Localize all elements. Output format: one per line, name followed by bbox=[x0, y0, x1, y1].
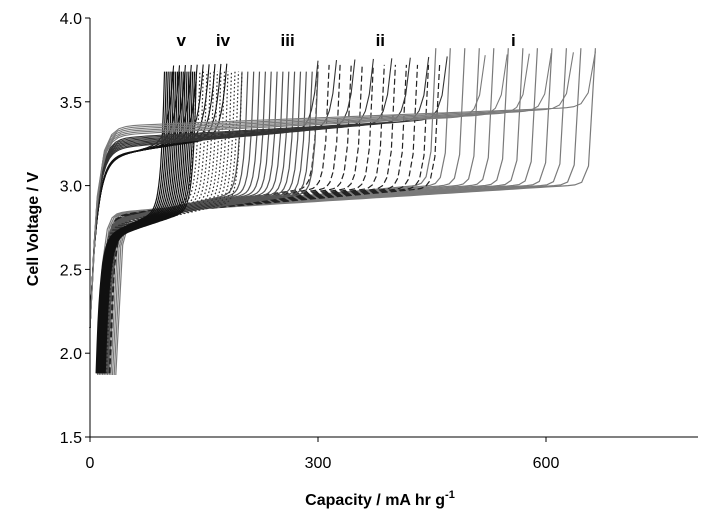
discharge-curve-3-4 bbox=[89, 52, 552, 329]
region-label-v: v bbox=[176, 31, 186, 50]
curve-v-18 bbox=[104, 71, 197, 374]
x-tick-label: 300 bbox=[305, 455, 332, 472]
x-axis-title-superscript: -1 bbox=[445, 489, 455, 501]
discharge-curve-3-5 bbox=[89, 52, 574, 329]
y-tick-label: 3.0 bbox=[60, 179, 82, 196]
y-tick-label: 1.5 bbox=[60, 430, 82, 447]
discharge-curve-3-6 bbox=[89, 51, 596, 329]
y-tick-label: 2.0 bbox=[60, 346, 82, 363]
x-axis-title-text: Capacity / mA hr g bbox=[305, 492, 445, 509]
curve-iii-7 bbox=[102, 71, 278, 374]
curve-iii-14 bbox=[107, 71, 319, 374]
curves-layer bbox=[89, 48, 596, 376]
axes-layer bbox=[89, 18, 698, 438]
region-label-ii: ii bbox=[376, 31, 385, 50]
discharge-curve-3-3 bbox=[89, 53, 530, 329]
discharge-curve-3-2 bbox=[89, 54, 508, 329]
discharge-curve-2-8 bbox=[89, 56, 448, 329]
ticks-layer: 1.5 2.0 2.5 3.0 3.5 4.0 0 300 600 bbox=[60, 11, 560, 472]
region-labels: v iv iii ii i bbox=[176, 31, 515, 50]
x-tick-label: 600 bbox=[533, 455, 560, 472]
discharge-curve-2-7 bbox=[89, 56, 430, 329]
y-axis-title: Cell Voltage / V bbox=[25, 171, 42, 286]
region-label-iv: iv bbox=[216, 31, 231, 50]
region-label-iii: iii bbox=[281, 31, 295, 50]
region-label-i: i bbox=[511, 31, 516, 50]
x-axis-title: Capacity / mA hr g-1 bbox=[305, 489, 455, 509]
y-tick-label: 3.5 bbox=[60, 95, 82, 112]
x-tick-label: 0 bbox=[86, 455, 95, 472]
discharge-curve-3-1 bbox=[89, 55, 486, 329]
curve-ii-12 bbox=[109, 64, 441, 374]
y-tick-label: 4.0 bbox=[60, 11, 82, 28]
y-tick-label: 2.5 bbox=[60, 262, 82, 279]
